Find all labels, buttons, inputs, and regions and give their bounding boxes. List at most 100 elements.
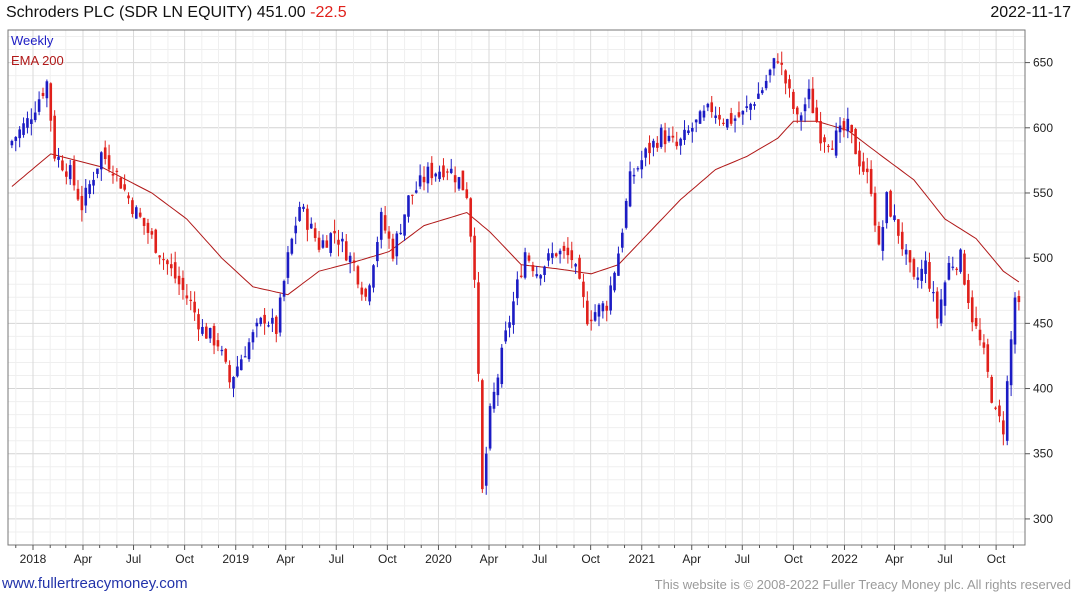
candle-body <box>107 155 111 170</box>
candle-body <box>881 227 885 251</box>
candle-body <box>698 111 702 124</box>
candle <box>694 119 698 133</box>
candle-body <box>333 230 336 234</box>
candle <box>313 222 317 242</box>
candle-body <box>858 150 861 167</box>
candle-body <box>963 253 966 285</box>
candle-body <box>873 192 877 226</box>
candle <box>764 74 768 91</box>
candle-body <box>535 274 539 277</box>
candle <box>212 323 216 355</box>
candle <box>667 127 671 143</box>
candle-body <box>586 300 589 325</box>
candle-body <box>208 328 212 339</box>
candle <box>881 220 885 261</box>
candle <box>508 315 511 338</box>
candle <box>14 136 18 152</box>
candle-body <box>869 168 873 194</box>
candle <box>605 300 609 322</box>
candle-body <box>663 130 667 145</box>
candle-body <box>570 250 574 261</box>
candle <box>683 120 686 145</box>
candle <box>391 233 395 262</box>
candle-body <box>317 237 321 250</box>
candle <box>379 207 383 249</box>
candle <box>208 327 212 343</box>
candle <box>558 248 562 264</box>
candle <box>757 82 760 99</box>
candle <box>169 253 173 277</box>
candle <box>974 306 978 330</box>
plot-frame <box>7 29 1026 546</box>
candle-body <box>88 184 91 194</box>
candle <box>127 192 130 205</box>
candle-body <box>974 317 978 327</box>
candle <box>154 228 158 254</box>
candle <box>465 182 469 200</box>
candle-body <box>795 107 799 115</box>
candle-body <box>26 118 29 128</box>
candle <box>103 140 107 165</box>
candle <box>671 126 675 143</box>
candle-body <box>578 257 581 279</box>
candle-body <box>531 265 535 272</box>
candle-body <box>741 110 745 115</box>
candle-body <box>321 240 325 248</box>
candle-body <box>309 223 313 229</box>
candle-body <box>469 198 472 237</box>
candle-body <box>640 160 644 170</box>
candle <box>414 181 418 194</box>
candle <box>889 189 892 218</box>
candle <box>177 266 181 296</box>
candle-body <box>65 171 68 177</box>
candle-body <box>391 238 395 259</box>
candle-body <box>574 264 577 267</box>
candle-body <box>659 127 663 147</box>
candle <box>255 318 259 338</box>
candle-body <box>306 208 309 230</box>
candle-body <box>204 326 208 339</box>
candle-body <box>772 58 776 69</box>
candle-body <box>725 119 729 128</box>
candle-body <box>96 168 99 174</box>
candle <box>624 198 628 230</box>
candle <box>690 122 694 143</box>
candle <box>897 219 900 244</box>
site-link[interactable]: www.fullertreacymoney.com <box>2 575 188 592</box>
candle-body <box>959 249 962 272</box>
candle <box>760 87 764 95</box>
candle <box>718 107 721 126</box>
candle-body <box>247 342 251 360</box>
candle-body <box>193 301 196 313</box>
candle-body <box>889 190 892 217</box>
candle <box>963 249 966 286</box>
candle <box>519 264 523 279</box>
x-tick-label: Jul <box>937 552 952 566</box>
candle <box>939 288 943 327</box>
candle <box>885 191 888 229</box>
legend-label: Weekly <box>11 33 54 48</box>
candle <box>96 168 99 179</box>
candle-body <box>924 260 927 274</box>
candle-body <box>815 107 819 123</box>
candle-body <box>582 281 585 297</box>
candle <box>100 151 103 181</box>
y-tick-label: 400 <box>1033 382 1053 396</box>
candle-body <box>239 359 243 371</box>
candle <box>725 118 729 131</box>
candle-body <box>776 61 780 63</box>
candle <box>306 204 309 242</box>
candle <box>609 276 612 315</box>
grid <box>8 30 1025 545</box>
candle-body <box>877 225 881 245</box>
candle <box>733 115 737 133</box>
candle <box>348 252 352 274</box>
candle-body <box>757 93 760 99</box>
candle-body <box>589 319 593 322</box>
candle <box>644 147 647 167</box>
candle <box>61 155 64 172</box>
candle <box>146 218 150 244</box>
candle-body <box>325 240 329 248</box>
candle <box>586 291 589 326</box>
candle-body <box>512 301 515 325</box>
